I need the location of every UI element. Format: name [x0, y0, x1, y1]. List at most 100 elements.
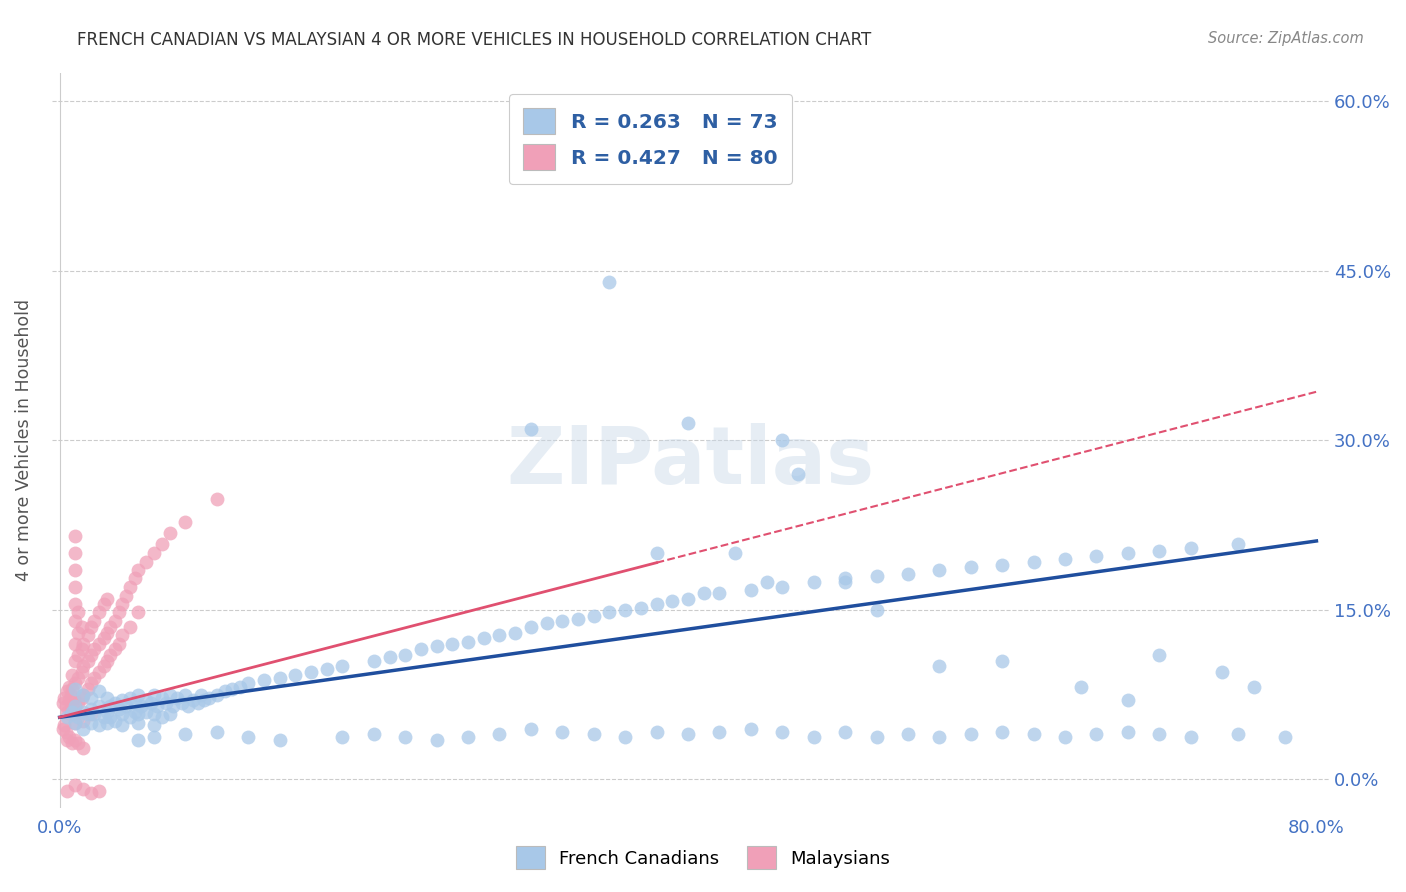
Point — [55, 698, 77, 713]
Point — [93, 597, 115, 611]
Point — [1149, 648, 1171, 662]
Point — [1054, 730, 1077, 744]
Point — [299, 665, 322, 679]
Point — [582, 608, 605, 623]
Point — [834, 725, 856, 739]
Point — [740, 582, 762, 597]
Point — [65, 637, 87, 651]
Point — [162, 698, 184, 713]
Point — [60, 668, 83, 682]
Point — [72, 637, 94, 651]
Point — [104, 714, 127, 728]
Point — [269, 733, 291, 747]
Point — [174, 727, 197, 741]
Point — [1116, 725, 1139, 739]
Point — [582, 727, 605, 741]
Point — [65, 698, 87, 713]
Point — [1070, 680, 1092, 694]
Point — [991, 558, 1014, 572]
Point — [159, 688, 181, 702]
Point — [198, 691, 221, 706]
Point — [62, 691, 84, 706]
Point — [114, 698, 136, 713]
Point — [70, 620, 93, 634]
Point — [193, 693, 215, 707]
Point — [315, 662, 337, 676]
Point — [709, 586, 731, 600]
Point — [83, 671, 105, 685]
Point — [959, 727, 981, 741]
Point — [363, 727, 385, 741]
Point — [1022, 556, 1045, 570]
Point — [80, 676, 103, 690]
Point — [98, 698, 121, 713]
Point — [457, 730, 479, 744]
Point — [787, 467, 810, 482]
Point — [150, 537, 173, 551]
Point — [93, 710, 115, 724]
Point — [77, 654, 100, 668]
Point — [80, 691, 103, 706]
Point — [56, 705, 79, 719]
Point — [897, 727, 920, 741]
Point — [159, 526, 181, 541]
Point — [65, 546, 87, 560]
Point — [129, 698, 152, 713]
Point — [520, 139, 543, 153]
Point — [104, 642, 127, 657]
Point — [1116, 693, 1139, 707]
Point — [567, 612, 589, 626]
Point — [1022, 727, 1045, 741]
Point — [661, 594, 683, 608]
Point — [65, 698, 87, 713]
Point — [93, 631, 115, 645]
Point — [755, 574, 778, 589]
Point — [174, 515, 197, 529]
Point — [72, 740, 94, 755]
Point — [150, 691, 173, 706]
Point — [770, 725, 793, 739]
Point — [472, 631, 495, 645]
Point — [96, 654, 118, 668]
Point — [520, 722, 543, 736]
Point — [770, 434, 793, 448]
Point — [155, 696, 177, 710]
Point — [139, 696, 162, 710]
Point — [1180, 541, 1202, 555]
Point — [72, 659, 94, 673]
Point — [959, 560, 981, 574]
Point — [62, 706, 84, 721]
Point — [127, 716, 149, 731]
Point — [65, 716, 87, 731]
Point — [111, 628, 134, 642]
Point — [834, 571, 856, 585]
Point — [135, 693, 157, 707]
Point — [96, 591, 118, 606]
Point — [67, 710, 90, 724]
Point — [159, 706, 181, 721]
Point — [72, 714, 94, 728]
Point — [441, 637, 464, 651]
Point — [488, 727, 510, 741]
Point — [108, 637, 131, 651]
Point — [146, 698, 169, 713]
Point — [614, 603, 637, 617]
Point — [72, 781, 94, 796]
Point — [928, 563, 950, 577]
Point — [709, 725, 731, 739]
Point — [124, 705, 146, 719]
Point — [108, 605, 131, 619]
Point — [80, 786, 103, 800]
Point — [65, 778, 87, 792]
Point — [87, 698, 110, 713]
Point — [72, 688, 94, 702]
Point — [67, 671, 90, 685]
Point — [98, 710, 121, 724]
Point — [142, 718, 165, 732]
Point — [363, 654, 385, 668]
Point — [65, 597, 87, 611]
Point — [187, 696, 209, 710]
Point — [120, 710, 142, 724]
Point — [96, 705, 118, 719]
Point — [236, 730, 259, 744]
